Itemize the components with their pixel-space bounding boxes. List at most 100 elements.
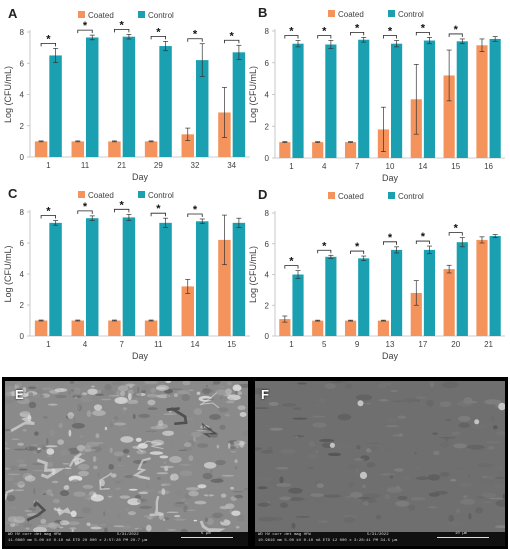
surface-grain (141, 389, 147, 394)
surface-grain (93, 465, 98, 470)
surface-grain (74, 396, 78, 399)
surface-grain (105, 524, 114, 528)
surface-grain (76, 405, 82, 411)
surface-grain (114, 480, 122, 484)
surface-grain (324, 383, 336, 389)
surface-grain (119, 495, 131, 499)
surface-grain (180, 528, 188, 532)
surface-grain (378, 382, 388, 388)
x-tick-label: 1 (289, 162, 294, 171)
surface-grain (76, 403, 83, 409)
x-axis-label: Day (382, 173, 399, 183)
surface-grain (21, 411, 30, 414)
surface-grain (208, 434, 219, 438)
surface-grain (132, 414, 136, 419)
surface-grain (315, 496, 324, 504)
surface-grain (73, 387, 81, 395)
x-tick-label: 14 (418, 162, 427, 171)
surface-grain (166, 395, 170, 399)
surface-grain (197, 443, 209, 448)
surface-grain (471, 423, 488, 429)
surface-grain (145, 483, 150, 489)
surface-grain (466, 444, 485, 450)
surface-grain (347, 499, 364, 502)
surface-grain (159, 465, 174, 469)
significance-bracket (415, 240, 430, 245)
surface-grain (468, 474, 471, 478)
surface-grain (292, 407, 302, 410)
bar-control (122, 217, 136, 336)
surface-grain (109, 447, 113, 453)
significance-marker: * (193, 29, 198, 41)
surface-grain (181, 498, 186, 502)
surface-grain (28, 474, 32, 477)
surface-grain (482, 501, 493, 503)
surface-grain (117, 426, 130, 431)
surface-ridge (53, 507, 73, 517)
surface-grain (55, 394, 67, 399)
surface-grain (392, 434, 405, 437)
surface-particle (498, 402, 505, 411)
bar-coated (312, 320, 324, 336)
bar-control (391, 43, 403, 159)
surface-grain (369, 446, 379, 451)
bar-coated (377, 320, 389, 336)
surface-grain (484, 440, 503, 444)
surface-grain (59, 520, 70, 526)
surface-grain (427, 506, 438, 509)
surface-grain (490, 415, 495, 422)
micrograph-background (5, 381, 248, 532)
surface-grain (121, 525, 132, 529)
bar-control (122, 36, 136, 157)
legend-label-coated: Coated (338, 192, 364, 201)
surface-grain (269, 427, 284, 431)
surface-grain (493, 425, 498, 430)
surface-grain (230, 486, 235, 490)
surface-grain (163, 413, 177, 415)
surface-grain (193, 519, 198, 522)
surface-grain (73, 491, 86, 497)
bar-control (232, 52, 246, 157)
surface-grain (295, 516, 311, 518)
surface-grain (155, 384, 169, 391)
surface-grain (104, 383, 112, 391)
surface-grain (236, 391, 243, 396)
surface-grain (225, 400, 235, 404)
surface-grain (156, 477, 161, 480)
surface-grain (36, 524, 49, 529)
surface-grain (44, 522, 58, 528)
x-tick-label: 4 (83, 340, 88, 349)
surface-grain (288, 497, 304, 501)
surface-grain (308, 441, 316, 448)
surface-grain (32, 469, 45, 472)
surface-grain (234, 390, 239, 396)
surface-grain (46, 455, 53, 457)
surface-grain (80, 395, 94, 403)
micrograph-metadata-values: 11.0860 mm 5.00 kV 0.10 nA ETD 20 000 x … (8, 539, 148, 543)
bar-coated (344, 142, 357, 158)
micrograph-metadata-values: 10.9616 mm 5.00 kV 0.10 nA ETD 12 000 x … (258, 539, 398, 543)
micrograph-date: 5/31/2022 (117, 533, 139, 537)
surface-grain (177, 390, 190, 395)
surface-grain (82, 484, 94, 489)
surface-grain (42, 493, 46, 495)
surface-grain (101, 398, 112, 401)
surface-grain (82, 448, 97, 452)
x-axis-label: Day (132, 172, 149, 182)
surface-particle (359, 471, 368, 479)
surface-grain (185, 487, 200, 491)
surface-grain (71, 384, 85, 387)
significance-marker: * (355, 22, 360, 34)
significance-bracket (150, 212, 166, 217)
significance-marker: * (322, 26, 327, 38)
surface-grain (86, 410, 92, 417)
significance-bracket (114, 208, 130, 213)
surface-grain (450, 478, 457, 482)
surface-grain (495, 499, 505, 507)
surface-grain (110, 422, 113, 428)
surface-grain (427, 474, 441, 481)
surface-grain (27, 386, 37, 390)
surface-grain (356, 394, 373, 401)
surface-ridge (68, 452, 86, 468)
